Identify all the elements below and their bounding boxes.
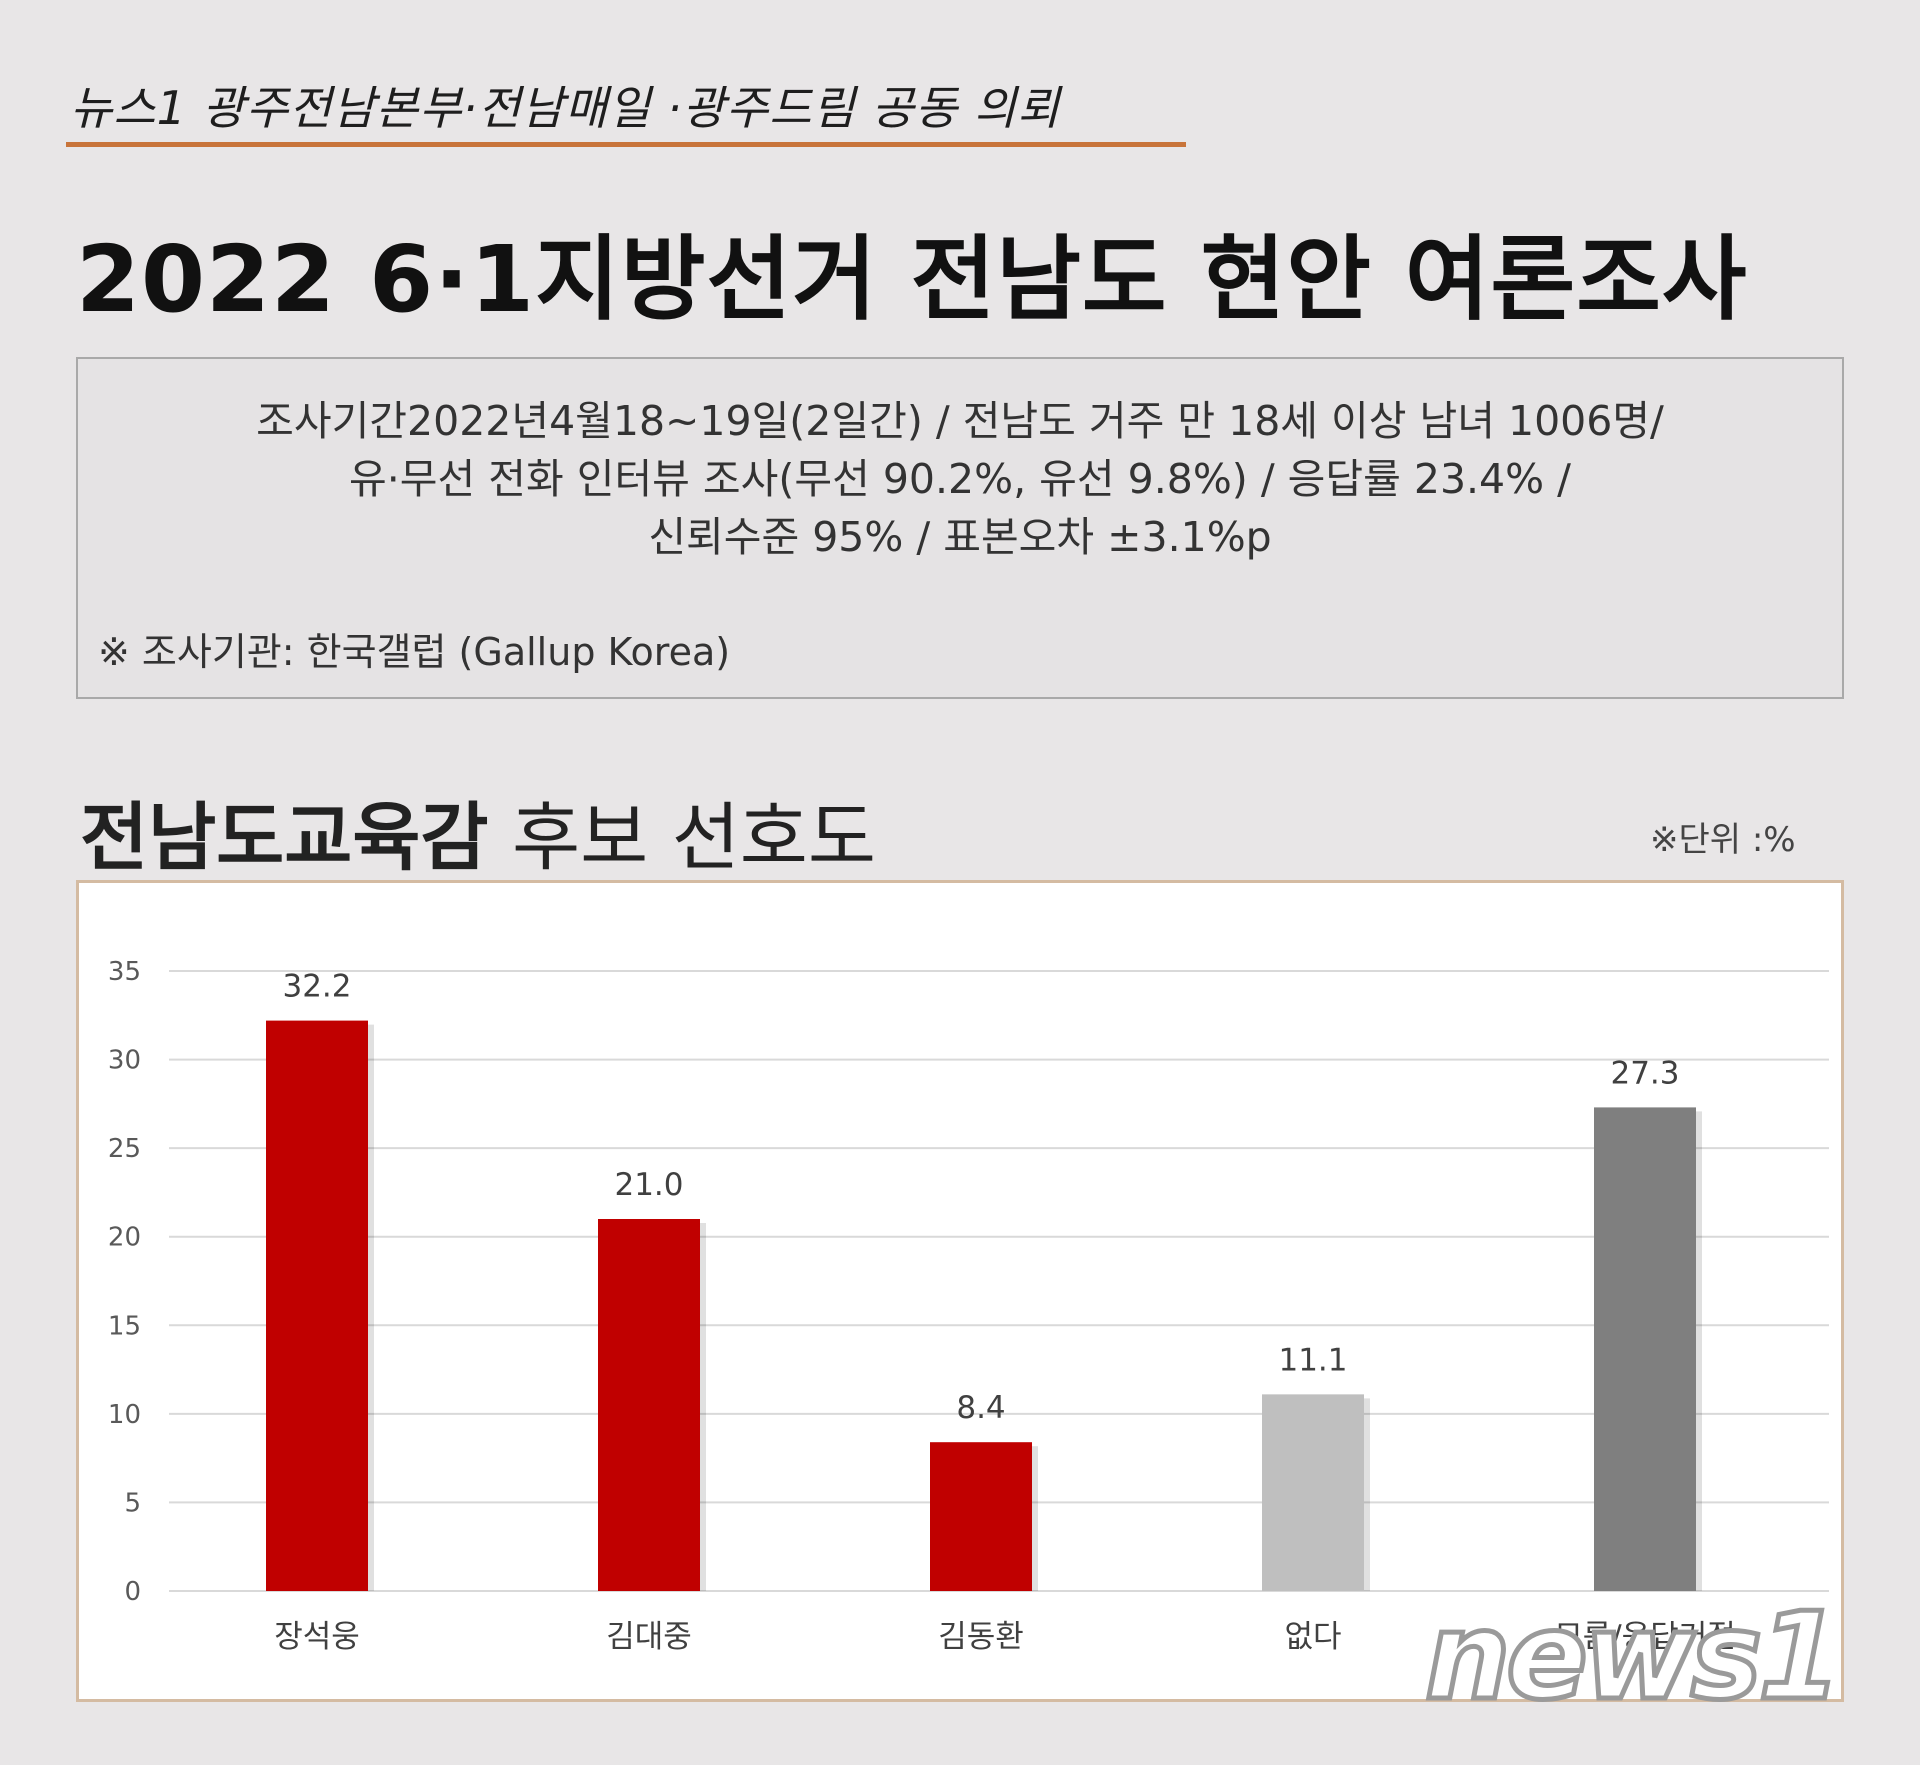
y-tick-label-0: 0: [124, 1577, 141, 1607]
bar-0: [266, 1020, 368, 1591]
chart-title: 전남도교육감 후보 선호도: [80, 778, 876, 885]
data-label-1: 21.0: [614, 1167, 683, 1203]
survey-info-line-1: 조사기간2022년4월18~19일(2일간) / 전남도 거주 만 18세 이상…: [256, 397, 1664, 445]
survey-info-line-3: 신뢰수준 95% / 표본오차 ±3.1%p: [648, 513, 1272, 561]
chart-title-rest: 후보 선호도: [488, 795, 876, 881]
data-label-0: 32.2: [282, 969, 351, 1005]
chart-panel: 0 5 10 15 20 25 30 35 32.2 장석웅 21.0 김대중 8.4 김동환 11.1 없다…: [76, 880, 1844, 1702]
credit-line: 뉴스1 광주전남본부·전남매일 ·광주드림 공동 의뢰: [70, 81, 1061, 135]
data-label-4: 27.3: [1610, 1055, 1679, 1091]
bar-4: [1594, 1107, 1696, 1591]
y-tick-label-4: 20: [108, 1223, 141, 1253]
main-title: 2022 6·1지방선거 전남도 현안 여론조사: [76, 226, 1748, 333]
unit-note: ※단위 :%: [1650, 820, 1796, 860]
news1-watermark: news1: [1423, 1586, 1845, 1730]
category-label-4: 모름/응답거절: [1554, 1619, 1736, 1655]
y-tick-label-6: 30: [108, 1046, 141, 1076]
category-label-1: 김대중: [606, 1619, 692, 1655]
y-tick-label-2: 10: [108, 1400, 141, 1430]
y-tick-label-3: 15: [108, 1311, 141, 1341]
category-label-0: 장석웅: [274, 1619, 360, 1655]
chart-title-bold: 전남도교육감: [80, 795, 489, 881]
bar-chart: 0 5 10 15 20 25 30 35 32.2 장석웅 21.0 김대중 8.4 김동환 11.1 없다…: [108, 957, 1829, 1655]
survey-info-line-2: 유·무선 전화 인터뷰 조사(무선 90.2%, 유선 9.8%) / 응답률 …: [349, 455, 1571, 503]
bar-2: [930, 1442, 1032, 1591]
category-label-3: 없다: [1284, 1619, 1341, 1655]
data-label-3: 11.1: [1278, 1342, 1347, 1378]
data-label-2: 8.4: [956, 1390, 1005, 1426]
category-label-2: 김동환: [938, 1619, 1024, 1655]
y-tick-label-7: 35: [108, 957, 141, 987]
credit-underline: [66, 142, 1186, 147]
survey-info-box: 조사기간2022년4월18~19일(2일간) / 전남도 거주 만 18세 이상…: [76, 357, 1844, 699]
y-tick-label-1: 5: [124, 1488, 141, 1518]
y-tick-label-5: 25: [108, 1134, 141, 1164]
survey-agency-note: ※ 조사기관: 한국갤럽 (Gallup Korea): [98, 630, 731, 674]
bar-3: [1262, 1394, 1364, 1591]
bar-1: [598, 1219, 700, 1591]
